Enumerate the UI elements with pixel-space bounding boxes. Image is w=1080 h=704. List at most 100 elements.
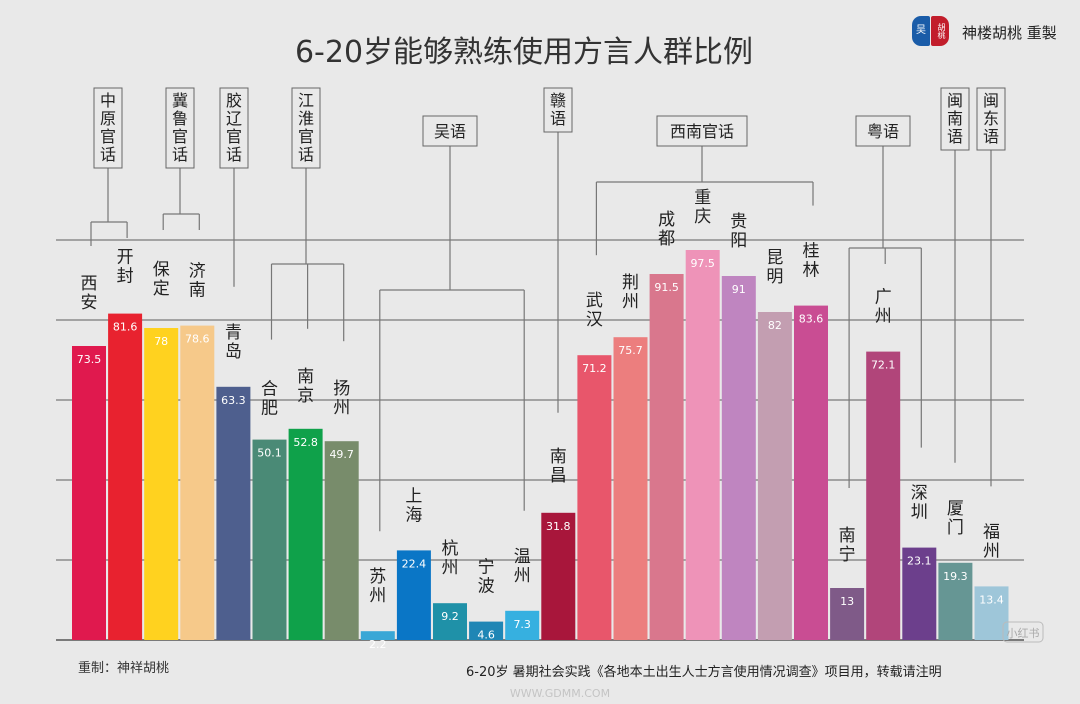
value-label: 4.6 (477, 629, 495, 642)
bar-南宁 (830, 588, 865, 640)
group-label-box (291, 87, 321, 169)
group-label-box (165, 87, 195, 169)
group-label: 冀鲁官话 (172, 91, 188, 164)
group-label: 闽南语 (947, 91, 963, 146)
value-label: 91.5 (654, 281, 679, 294)
group-label-box (422, 115, 478, 147)
city-label: 武汉 (586, 291, 603, 330)
svg-text:小红书: 小红书 (1007, 627, 1040, 640)
city-label: 成都 (658, 210, 675, 249)
value-label: 83.6 (799, 313, 824, 326)
value-label: 91 (732, 283, 746, 296)
value-label: 49.7 (329, 448, 354, 461)
group-闽南语: 闽南语 (940, 87, 970, 151)
group-赣语: 赣语 (543, 87, 573, 133)
seal-red-icon: 胡桃 (931, 16, 949, 46)
watermark-gdmm: WWW.GDMM.COM (510, 687, 610, 700)
bar-济南 (180, 325, 215, 640)
value-label: 31.8 (546, 520, 571, 533)
bar-武汉 (577, 355, 612, 640)
city-label: 济南 (189, 262, 206, 301)
city-label: 广州 (875, 288, 892, 327)
city-label: 荆州 (622, 273, 639, 312)
chart-title: 6-20岁能够熟练使用方言人群比例 (295, 35, 753, 70)
bar-扬州 (324, 441, 359, 640)
bar-贵阳 (721, 276, 756, 640)
bar-开封 (108, 313, 143, 640)
group-吴语: 吴语 (422, 115, 478, 147)
value-label: 75.7 (618, 344, 643, 357)
city-label: 保定 (153, 260, 170, 299)
value-label: 72.1 (871, 359, 896, 372)
value-label: 7.3 (513, 618, 531, 631)
group-label: 闽东语 (983, 91, 999, 146)
value-label: 81.6 (113, 321, 138, 334)
footer-credit: 重制：神祥胡桃 (78, 660, 169, 676)
city-label: 西安 (81, 274, 98, 313)
group-label-box (940, 87, 970, 151)
value-label: 73.5 (77, 353, 102, 366)
city-label: 南京 (297, 367, 314, 406)
value-label: 23.1 (907, 555, 932, 568)
bar-合肥 (252, 439, 287, 640)
value-label: 9.2 (441, 610, 459, 623)
group-label-box (976, 87, 1006, 151)
group-label: 江淮官话 (298, 91, 314, 164)
value-label: 78 (154, 335, 168, 348)
bar-杭州 (433, 603, 467, 640)
bar-厦门 (938, 562, 973, 640)
value-label: 22.4 (402, 557, 427, 570)
watermark-xhs: 小红书 (1002, 621, 1044, 643)
city-label: 南昌 (550, 447, 567, 486)
bar-深圳 (902, 547, 937, 640)
city-label: 福州 (983, 522, 1000, 561)
bar-上海 (396, 550, 431, 640)
group-label-box (93, 87, 123, 169)
value-label: 82 (768, 319, 782, 332)
city-label: 苏州 (369, 567, 386, 606)
group-闽东语: 闽东语 (976, 87, 1006, 151)
bar-桂林 (794, 305, 828, 640)
group-label-box (543, 87, 573, 133)
bar-宁波 (469, 621, 504, 640)
value-label: 2.2 (369, 638, 387, 651)
group-江淮官话: 江淮官话 (291, 87, 321, 169)
group-label-box (656, 115, 748, 147)
city-label: 昆明 (766, 248, 783, 287)
group-label: 粤语 (867, 122, 899, 141)
bar-荆州 (613, 337, 648, 640)
bar-南昌 (541, 512, 576, 640)
value-label: 71.2 (582, 362, 607, 375)
group-西南官话: 西南官话 (656, 115, 748, 147)
bar-青岛 (216, 386, 251, 640)
city-label: 深圳 (911, 484, 928, 523)
city-label: 上海 (405, 486, 422, 525)
city-label: 桂林 (803, 242, 820, 281)
city-label: 青岛 (225, 323, 242, 362)
bar-南京 (288, 428, 323, 640)
bar-西安 (72, 346, 106, 640)
value-label: 50.1 (257, 447, 282, 460)
bar-保定 (144, 328, 179, 640)
bar-成都 (649, 274, 684, 640)
group-label: 胶辽官话 (226, 91, 242, 164)
footer-source: 6-20岁 暑期社会实践《各地本土出生人士方言使用情况调查》项目用，转载请注明 (466, 664, 942, 680)
group-中原官话: 中原官话 (93, 87, 123, 169)
bar-广州 (866, 351, 901, 640)
value-label: 13.4 (979, 593, 1004, 606)
city-label: 宁波 (478, 558, 495, 597)
bar-昆明 (757, 312, 792, 640)
bar-苏州 (360, 631, 395, 640)
value-label: 78.6 (185, 333, 210, 346)
group-label: 赣语 (550, 91, 566, 128)
city-label: 厦门 (947, 499, 964, 538)
logo: 吴 胡桃 神楼胡桃 重製 (912, 16, 1072, 48)
value-label: 97.5 (690, 257, 715, 270)
city-label: 温州 (514, 547, 531, 586)
city-label: 贵阳 (730, 212, 747, 251)
city-label: 重庆 (694, 188, 711, 227)
seal-blue-icon: 吴 (912, 16, 930, 46)
city-label: 合肥 (261, 380, 278, 419)
